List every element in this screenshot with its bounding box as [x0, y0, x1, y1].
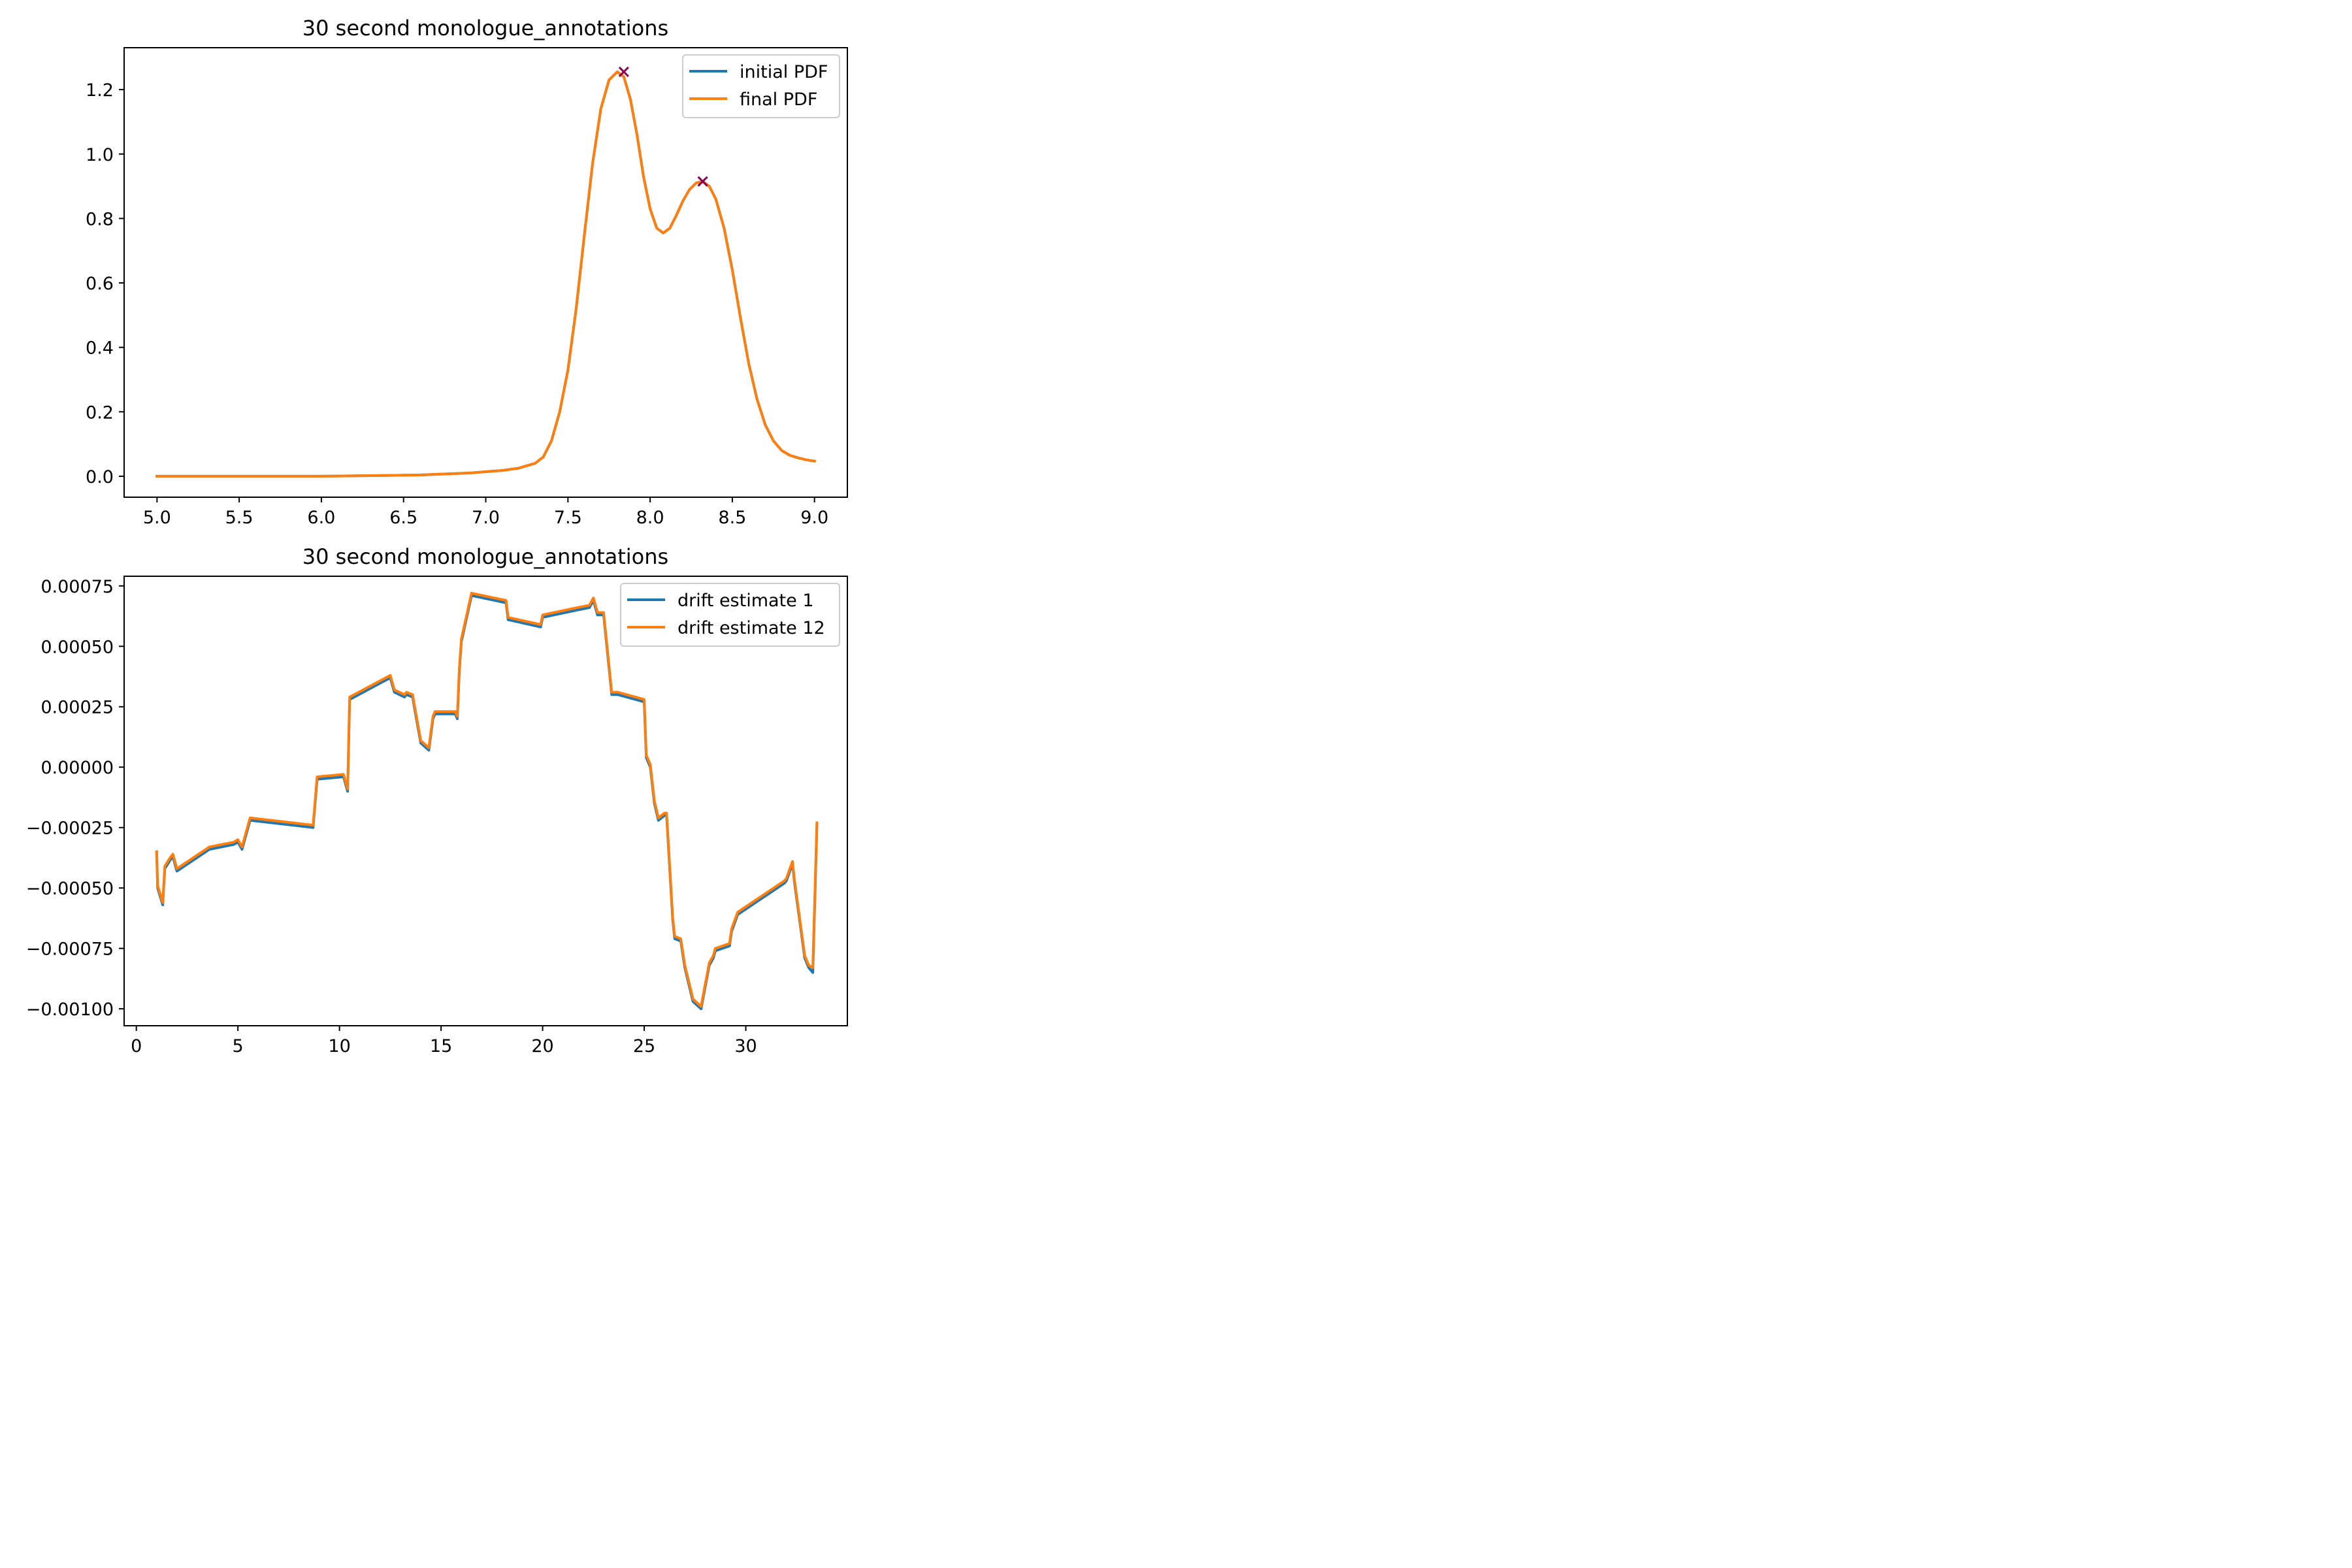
pdf-chart-marks	[155, 66, 816, 478]
drift-chart-legend: drift estimate 1 drift estimate 12	[620, 583, 840, 647]
x-tick-label: 8.0	[636, 508, 664, 528]
x-tick-label: 8.5	[718, 508, 746, 528]
x-tick-label: 15	[430, 1036, 452, 1056]
y-tick-label: −0.00050	[26, 879, 114, 899]
y-tick-label: 0.0	[86, 467, 114, 487]
x-tick-label: 6.0	[307, 508, 335, 528]
y-tick-label: 0.2	[86, 402, 114, 423]
drift-chart: 30 second monologue_annotations 0 5 10 15 20…	[26, 544, 848, 1056]
x-tick-label: 5	[233, 1036, 244, 1056]
x-tick-label: 10	[328, 1036, 350, 1056]
x-tick-label: 0	[131, 1036, 142, 1056]
y-tick-label: 0.4	[86, 338, 114, 359]
series-line-final-pdf	[155, 71, 816, 478]
y-tick-label: 0.6	[86, 274, 114, 294]
x-tick-label: 6.5	[389, 508, 417, 528]
y-tick-label: 0.8	[86, 209, 114, 229]
peak-marker	[697, 176, 708, 187]
y-tick-label: 1.0	[86, 145, 114, 165]
drift-chart-ticks: 0 5 10 15 20 25 30 −0.00100 −0.00075 −0.00050 −0.0…	[26, 577, 757, 1056]
x-tick-label: 5.0	[143, 508, 171, 528]
drift-chart-title: 30 second monologue_annotations	[302, 544, 668, 569]
drift-chart-axes-frame	[123, 576, 848, 1026]
legend-label-drift-estimate-12: drift estimate 12	[678, 618, 825, 638]
x-tick-label: 30	[734, 1036, 757, 1056]
y-tick-label: 0.00050	[41, 637, 114, 657]
y-tick-label: −0.00025	[26, 819, 114, 839]
y-tick-label: 0.00075	[41, 577, 114, 597]
pdf-chart: 30 second monologue_annotations 5.0 5.5 6.…	[86, 16, 848, 528]
legend-label-final-pdf: final PDF	[740, 90, 817, 110]
x-tick-label: 20	[531, 1036, 553, 1056]
pdf-chart-ticks: 5.0 5.5 6.0 6.5 7.0 7.5 8.0 8.5 9.0 0.0 0.2 0.4 0.6 0…	[86, 80, 828, 528]
x-tick-label: 5.5	[225, 508, 253, 528]
y-tick-label: −0.00100	[26, 1000, 114, 1020]
y-tick-label: 0.00025	[41, 698, 114, 718]
series-line-drift-estimate-12	[155, 591, 819, 1008]
drift-chart-legend-box	[620, 583, 840, 647]
x-tick-label: 25	[633, 1036, 655, 1056]
legend-label-drift-estimate-1: drift estimate 1	[678, 591, 814, 611]
x-tick-label: 7.5	[554, 508, 582, 528]
peak-marker	[618, 66, 629, 78]
x-tick-label: 7.0	[472, 508, 500, 528]
legend-label-initial-pdf: initial PDF	[740, 62, 828, 82]
y-tick-label: −0.00075	[26, 939, 114, 960]
x-tick-label: 9.0	[800, 508, 828, 528]
y-tick-label: 0.00000	[41, 758, 114, 778]
drift-chart-marks	[155, 591, 819, 1011]
pdf-chart-axes-frame	[123, 47, 848, 498]
pdf-chart-legend: initial PDF final PDF	[682, 54, 840, 118]
y-tick-label: 1.2	[86, 80, 114, 101]
pdf-chart-title: 30 second monologue_annotations	[302, 16, 668, 41]
